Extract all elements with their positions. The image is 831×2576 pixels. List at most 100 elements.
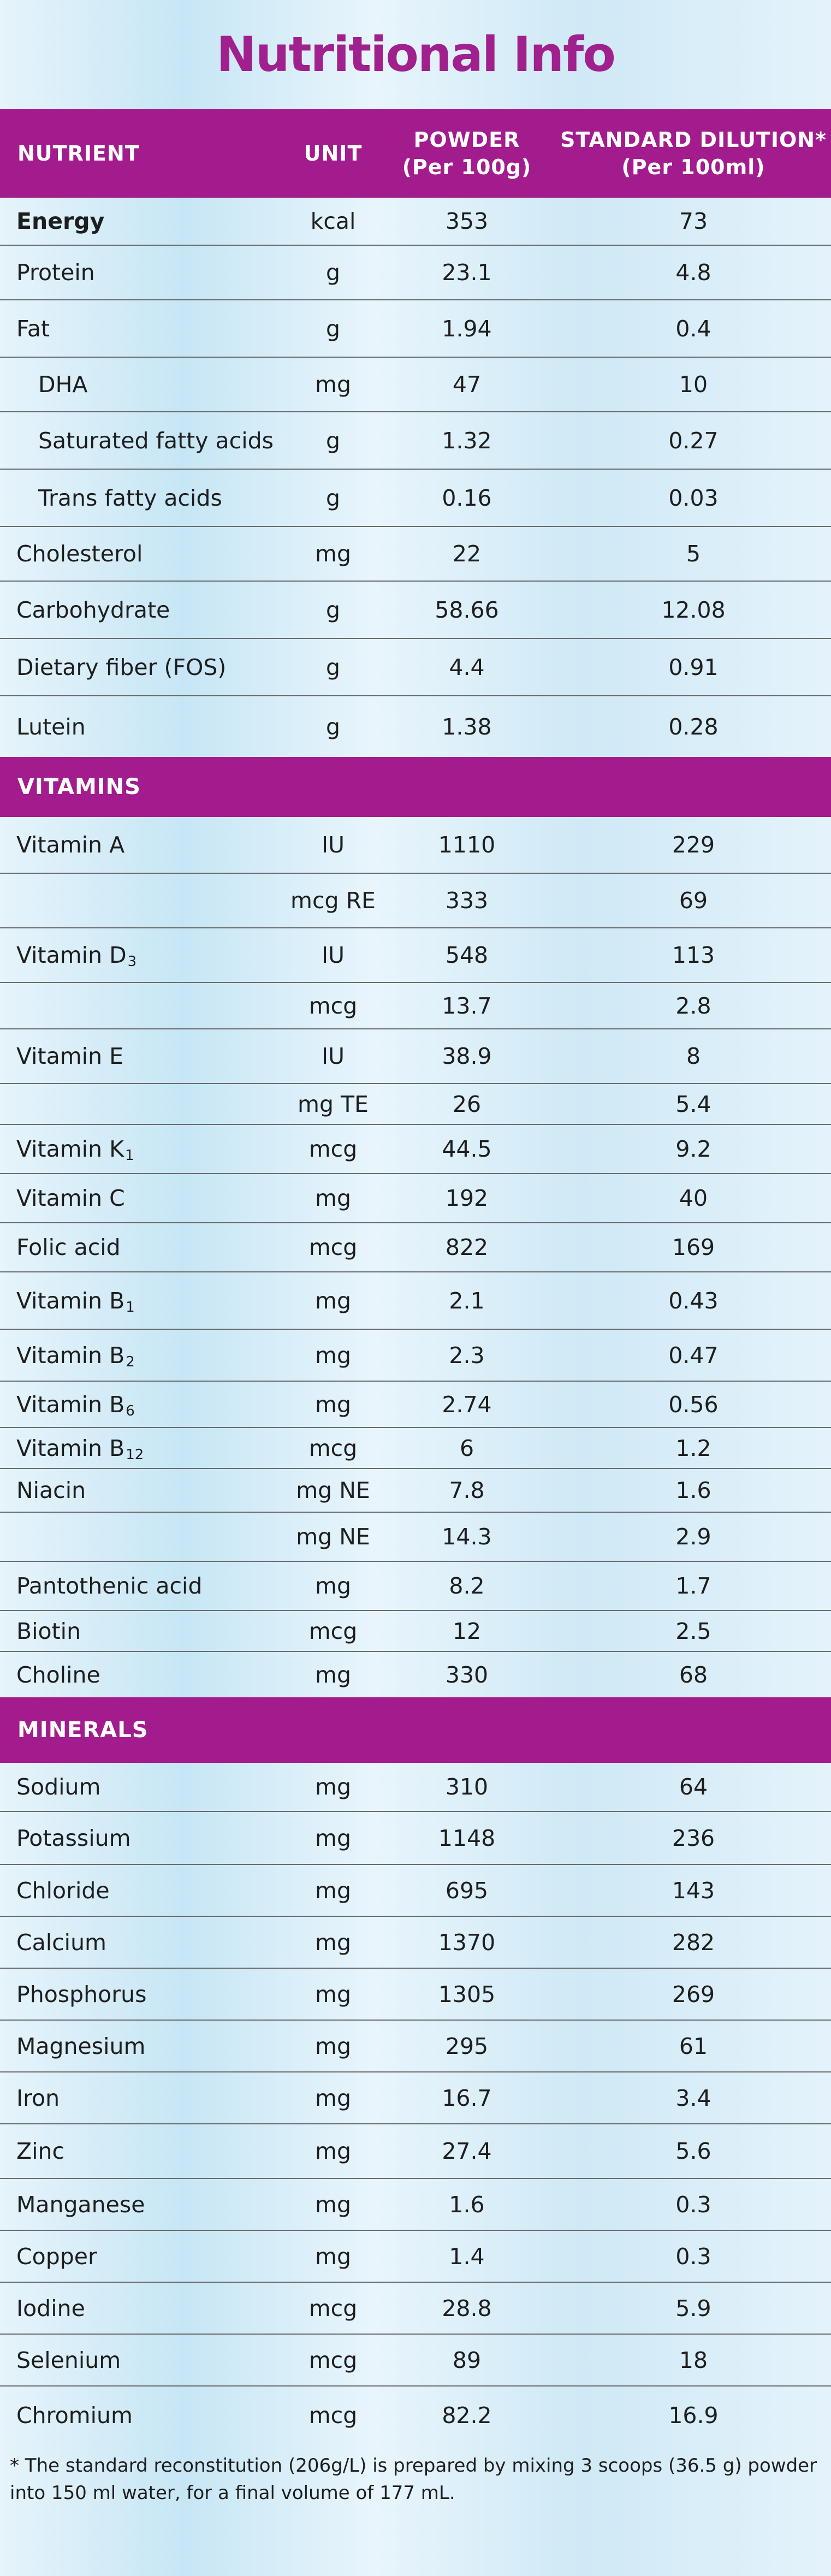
powder-value: 13.7: [442, 992, 492, 1019]
table-row: Vitamin B 2 mg 2.3 0.47: [0, 1330, 831, 1382]
dilution-value: 1.6: [675, 1477, 711, 1503]
powder-value: 2.74: [442, 1391, 492, 1418]
unit-cell: mg: [315, 2085, 351, 2111]
nutrient-name: Vitamin E: [16, 1029, 273, 1083]
table-row: Sodium mg 310 64: [0, 1763, 831, 1812]
unit-cell: mg: [315, 1981, 351, 2007]
table-row: Lutein g 1.38 0.28: [0, 696, 831, 757]
nutrient-name: [16, 983, 273, 1028]
header-dilution-title: STANDARD DILUTION*: [560, 128, 827, 152]
table-row: Niacin mg NE 7.8 1.6: [0, 1469, 831, 1513]
unit-cell: mg: [315, 1287, 351, 1314]
unit-cell: g: [325, 484, 341, 511]
powder-value: 822: [445, 1234, 489, 1260]
unit-cell: g: [325, 259, 341, 286]
nutrient-name: Chromium: [16, 2386, 273, 2444]
unit-cell: mg: [315, 1825, 351, 1851]
dilution-value: 0.43: [668, 1287, 719, 1314]
dilution-value: 0.4: [675, 315, 711, 342]
powder-value: 295: [445, 2033, 489, 2059]
dilution-value: 5.9: [675, 2295, 711, 2322]
powder-value: 22: [452, 541, 482, 567]
dilution-value: 0.47: [668, 1342, 719, 1369]
unit-cell: mg: [315, 1573, 351, 1599]
nutrient-subscript: 12: [126, 1446, 144, 1463]
powder-value: 0.16: [442, 484, 492, 511]
dilution-value: 0.27: [668, 427, 719, 454]
nutrient-name-text: Lutein: [16, 713, 86, 740]
table-row: DHA mg 47 10: [0, 358, 831, 412]
nutrient-subscript: 2: [126, 1353, 135, 1370]
powder-value: 38.9: [442, 1043, 492, 1069]
nutrient-name-text: Vitamin A: [16, 832, 125, 858]
nutrient-name-text: Vitamin B: [16, 1435, 125, 1461]
powder-value: 310: [445, 1774, 489, 1800]
powder-value: 23.1: [442, 259, 492, 286]
nutrient-name: Sodium: [16, 1763, 273, 1811]
unit-cell: IU: [321, 832, 345, 858]
dilution-value: 12.08: [661, 596, 726, 623]
dilution-value: 236: [672, 1825, 715, 1851]
powder-value: 58.66: [435, 596, 499, 623]
nutrient-name: Copper: [16, 2231, 273, 2282]
table-row: Energy kcal 353 73: [0, 198, 831, 246]
dilution-value: 18: [679, 2347, 708, 2373]
table-row: Zinc mg 27.4 5.6: [0, 2124, 831, 2179]
unit-cell: mcg: [308, 992, 358, 1019]
table-row: Vitamin A IU 1110 229: [0, 817, 831, 874]
powder-value: 4.4: [449, 654, 485, 680]
nutrient-name: [16, 874, 273, 927]
table-row: Biotin mcg 12 2.5: [0, 1611, 831, 1652]
unit-cell: kcal: [310, 208, 356, 234]
unit-cell: mg: [315, 1185, 351, 1211]
vitamins-section-header: VITAMINS: [0, 757, 831, 817]
table-row: Choline mg 330 68: [0, 1652, 831, 1697]
nutrient-name-text: Sodium: [16, 1774, 101, 1800]
nutrient-name-text: Saturated fatty acids: [38, 427, 274, 454]
powder-value: 2.1: [449, 1287, 485, 1314]
dilution-value: 0.3: [675, 2191, 711, 2218]
nutrient-name: Chloride: [16, 1865, 273, 1916]
nutrient-subscript: 6: [126, 1402, 135, 1419]
unit-cell: mg: [315, 371, 351, 398]
table-row: Pantothenic acid mg 8.2 1.7: [0, 1562, 831, 1611]
nutrient-name-text: Vitamin K: [16, 1136, 124, 1162]
nutrient-name: Vitamin B 12: [16, 1428, 273, 1468]
nutrient-name: DHA: [38, 358, 295, 411]
nutrient-name-text: Energy: [16, 208, 105, 234]
powder-value: 330: [445, 1661, 489, 1688]
nutrient-name-text: Phosphorus: [16, 1981, 147, 2007]
dilution-value: 0.91: [668, 654, 719, 680]
dilution-value: 0.28: [668, 713, 719, 740]
nutrient-name: Folic acid: [16, 1223, 273, 1271]
nutrient-name-text: Potassium: [16, 1825, 131, 1851]
unit-cell: g: [325, 427, 341, 454]
powder-value: 548: [445, 942, 489, 968]
nutrient-subscript: 1: [126, 1299, 135, 1316]
nutrient-name: Biotin: [16, 1611, 273, 1651]
table-row: Iron mg 16.7 3.4: [0, 2072, 831, 2124]
nutrient-name-text: Choline: [16, 1661, 100, 1688]
dilution-value: 5.4: [675, 1091, 711, 1117]
powder-value: 1.38: [442, 713, 492, 740]
nutrient-name: Protein: [16, 246, 273, 299]
table-row: Trans fatty acids g 0.16 0.03: [0, 470, 831, 527]
powder-value: 1.94: [442, 315, 492, 342]
powder-value: 192: [445, 1185, 489, 1211]
nutrient-name-text: Cholesterol: [16, 541, 143, 567]
unit-cell: g: [325, 315, 341, 342]
table-row: Phosphorus mg 1305 269: [0, 1969, 831, 2021]
nutrient-name: [16, 1084, 273, 1124]
dilution-value: 68: [679, 1661, 708, 1688]
nutrient-name-text: Vitamin B: [16, 1342, 125, 1369]
dilution-value: 0.56: [668, 1391, 719, 1418]
dilution-value: 3.4: [675, 2085, 711, 2111]
nutrient-name-text: Zinc: [16, 2138, 65, 2164]
header-powder-title: POWDER: [413, 128, 520, 152]
table-row: Calcium mg 1370 282: [0, 1917, 831, 1969]
nutrient-name: Lutein: [16, 696, 273, 757]
unit-cell: mg: [315, 1877, 351, 1904]
nutrient-name: Magnesium: [16, 2021, 273, 2071]
